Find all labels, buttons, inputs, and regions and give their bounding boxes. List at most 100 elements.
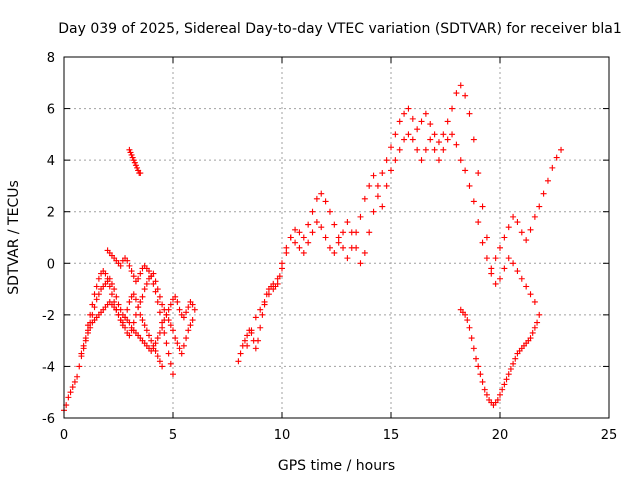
data-point bbox=[130, 157, 137, 164]
data-point bbox=[130, 273, 137, 280]
data-point bbox=[279, 260, 285, 267]
data-point bbox=[510, 360, 517, 367]
data-point bbox=[309, 229, 316, 236]
data-point bbox=[67, 389, 74, 396]
data-point bbox=[119, 319, 126, 326]
plot-frame bbox=[63, 56, 610, 419]
data-point bbox=[270, 286, 277, 293]
y-tick-label: 6 bbox=[47, 103, 55, 118]
data-point bbox=[152, 288, 159, 295]
data-point bbox=[318, 224, 325, 231]
data-point bbox=[449, 105, 456, 112]
data-point bbox=[462, 92, 469, 99]
data-point bbox=[340, 229, 347, 236]
data-point bbox=[265, 291, 272, 298]
data-point bbox=[427, 136, 434, 143]
data-point bbox=[176, 345, 183, 352]
data-point bbox=[292, 239, 299, 246]
series-group bbox=[457, 306, 543, 409]
data-point bbox=[558, 146, 565, 153]
data-point bbox=[156, 358, 163, 365]
data-point bbox=[464, 317, 471, 324]
data-point bbox=[80, 345, 87, 352]
data-point bbox=[150, 280, 157, 287]
data-point bbox=[374, 193, 381, 200]
data-point bbox=[159, 319, 166, 326]
data-point bbox=[401, 110, 408, 117]
data-point bbox=[124, 306, 131, 313]
data-point bbox=[76, 363, 83, 370]
data-point bbox=[396, 146, 403, 153]
data-point bbox=[102, 270, 109, 277]
data-point bbox=[252, 345, 259, 352]
data-point bbox=[475, 219, 482, 226]
data-point bbox=[139, 317, 146, 324]
series-group bbox=[126, 146, 144, 177]
data-point bbox=[388, 167, 394, 174]
data-point bbox=[128, 151, 135, 158]
data-point bbox=[122, 314, 129, 321]
data-point bbox=[483, 234, 490, 241]
data-point bbox=[178, 350, 185, 357]
data-point bbox=[91, 291, 98, 298]
data-point bbox=[167, 301, 174, 308]
data-point bbox=[161, 306, 168, 313]
data-point bbox=[156, 293, 163, 300]
data-point bbox=[176, 306, 183, 313]
data-point bbox=[93, 296, 100, 303]
data-point bbox=[129, 154, 136, 161]
data-point bbox=[161, 329, 168, 336]
data-point bbox=[353, 244, 360, 251]
data-point bbox=[150, 342, 157, 349]
data-point bbox=[344, 219, 351, 226]
data-point bbox=[130, 319, 137, 326]
y-tick-label: -4 bbox=[42, 360, 55, 375]
data-point bbox=[507, 366, 514, 373]
data-point bbox=[479, 378, 486, 385]
data-point bbox=[503, 376, 510, 383]
data-point bbox=[483, 391, 490, 398]
data-point bbox=[435, 139, 442, 146]
data-point bbox=[122, 324, 129, 331]
data-point bbox=[283, 249, 290, 256]
data-point bbox=[135, 304, 142, 311]
data-point bbox=[431, 131, 438, 138]
data-point bbox=[134, 164, 141, 171]
data-point bbox=[409, 115, 416, 122]
data-point bbox=[189, 317, 196, 324]
data-point bbox=[453, 141, 460, 148]
data-point bbox=[115, 311, 122, 318]
data-point bbox=[135, 275, 142, 282]
data-point bbox=[163, 311, 170, 318]
data-point bbox=[514, 268, 521, 275]
data-point bbox=[361, 249, 368, 256]
data-point bbox=[137, 170, 144, 177]
data-point bbox=[405, 105, 412, 112]
data-point bbox=[287, 234, 294, 241]
data-point bbox=[470, 345, 477, 352]
data-point bbox=[305, 239, 312, 246]
data-point bbox=[159, 363, 166, 370]
data-point bbox=[87, 311, 94, 318]
data-point bbox=[529, 329, 536, 336]
data-point bbox=[536, 311, 543, 318]
data-point bbox=[462, 167, 469, 174]
y-tick-label: 4 bbox=[47, 154, 55, 169]
data-point bbox=[113, 293, 120, 300]
data-point bbox=[466, 324, 473, 331]
data-point bbox=[540, 190, 547, 197]
data-point bbox=[383, 182, 390, 189]
data-point bbox=[148, 337, 155, 344]
data-point bbox=[466, 110, 473, 117]
series-group bbox=[235, 82, 565, 365]
data-point bbox=[69, 384, 76, 391]
data-point bbox=[414, 126, 421, 133]
data-point bbox=[497, 244, 503, 251]
data-point bbox=[527, 291, 534, 298]
data-point bbox=[470, 136, 477, 143]
data-point bbox=[414, 146, 421, 153]
x-tick-label: 10 bbox=[274, 428, 291, 443]
data-point bbox=[93, 283, 100, 290]
data-point bbox=[167, 322, 174, 329]
